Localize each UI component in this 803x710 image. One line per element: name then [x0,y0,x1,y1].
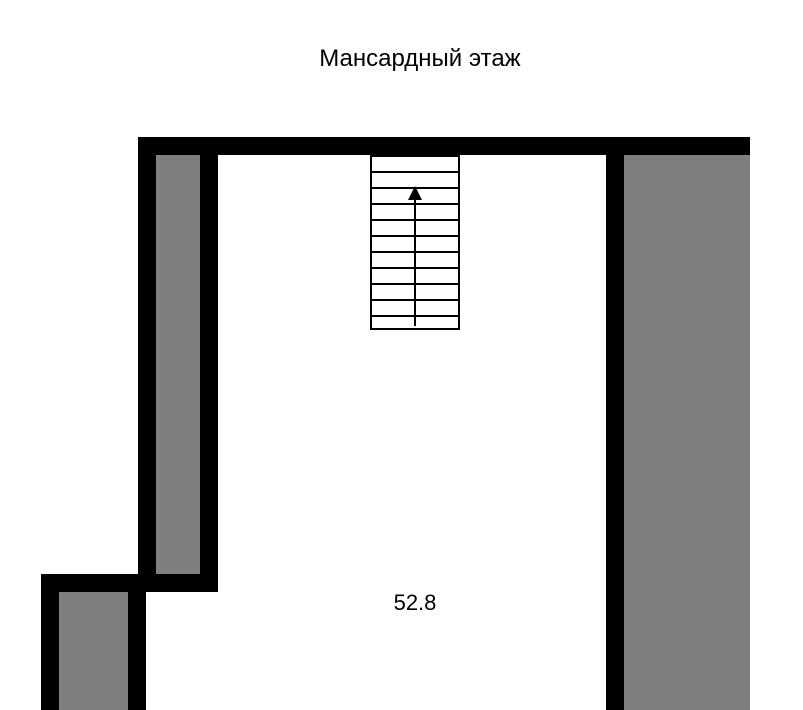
stairs-arrow-head [408,186,422,200]
stairs-arrow-shaft [414,198,416,326]
wall-bottom-left-outer-v [41,574,59,710]
wall-bottom-left-inner-v [128,592,146,710]
stair-step [372,171,458,173]
title-text: Мансардный этаж [319,45,520,72]
area-label: 52.8 [365,590,465,616]
wall-bottom-left-top [41,574,218,592]
wall-left-pillar [138,137,218,592]
floor-plan-canvas: Мансардный этаж 52.8 [0,0,803,710]
wall-bottom-left-fill [59,592,128,710]
wall-right-pillar [606,137,750,710]
title-label: Мансардный этаж [290,45,550,73]
area-value: 52.8 [394,590,437,615]
